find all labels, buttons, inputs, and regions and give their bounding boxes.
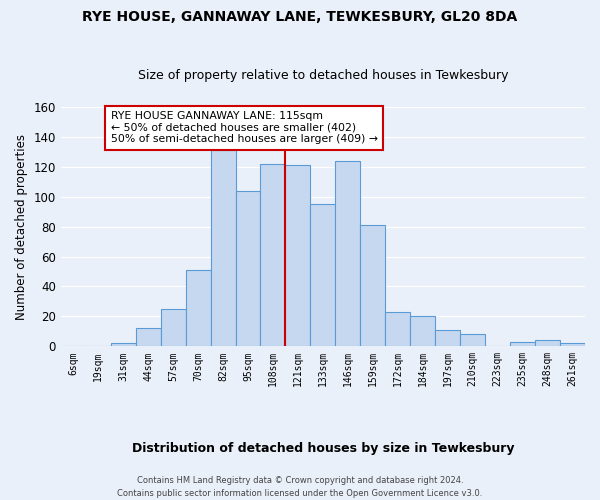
- Bar: [236, 190, 260, 346]
- Text: RYE HOUSE, GANNAWAY LANE, TEWKESBURY, GL20 8DA: RYE HOUSE, GANNAWAY LANE, TEWKESBURY, GL…: [82, 10, 518, 24]
- Bar: [161, 309, 185, 346]
- Bar: [435, 330, 460, 346]
- Bar: [335, 160, 361, 346]
- Bar: [510, 342, 535, 346]
- Bar: [361, 225, 385, 346]
- Text: RYE HOUSE GANNAWAY LANE: 115sqm
← 50% of detached houses are smaller (402)
50% o: RYE HOUSE GANNAWAY LANE: 115sqm ← 50% of…: [111, 112, 378, 144]
- Bar: [460, 334, 485, 346]
- Bar: [260, 164, 286, 346]
- Text: Contains HM Land Registry data © Crown copyright and database right 2024.
Contai: Contains HM Land Registry data © Crown c…: [118, 476, 482, 498]
- Bar: [560, 344, 585, 346]
- Bar: [136, 328, 161, 346]
- Bar: [410, 316, 435, 346]
- Bar: [111, 344, 136, 346]
- Bar: [310, 204, 335, 346]
- Bar: [185, 270, 211, 346]
- X-axis label: Distribution of detached houses by size in Tewkesbury: Distribution of detached houses by size …: [131, 442, 514, 455]
- Bar: [385, 312, 410, 346]
- Bar: [535, 340, 560, 346]
- Bar: [211, 150, 236, 346]
- Bar: [286, 165, 310, 346]
- Title: Size of property relative to detached houses in Tewkesbury: Size of property relative to detached ho…: [137, 69, 508, 82]
- Y-axis label: Number of detached properties: Number of detached properties: [15, 134, 28, 320]
